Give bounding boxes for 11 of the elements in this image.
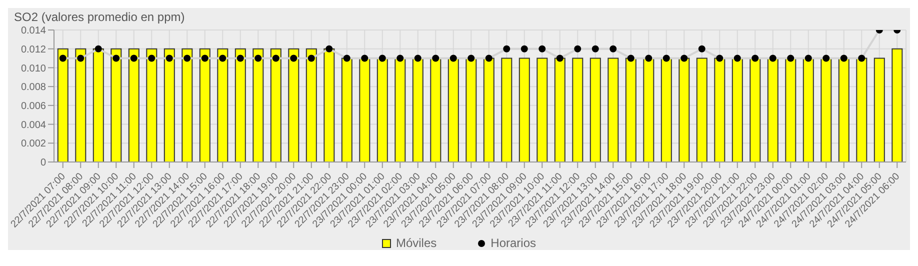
y-tick-label: 0 [40,158,46,169]
y-tick-label: 0.014 [20,26,46,37]
y-tick-label: 0.006 [20,100,46,112]
legend-label: Móviles [394,236,437,250]
y-tick-label: 0.004 [20,120,46,131]
y-tick-label: 0.012 [20,44,46,56]
y-tick-label: 0.002 [20,138,46,150]
y-tick-label: 0.008 [20,82,46,94]
legend-label: Horarios [490,236,536,250]
chart-title: SO2 (valores promedio en ppm) [13,9,186,24]
y-tick-label: 0.010 [20,63,46,74]
